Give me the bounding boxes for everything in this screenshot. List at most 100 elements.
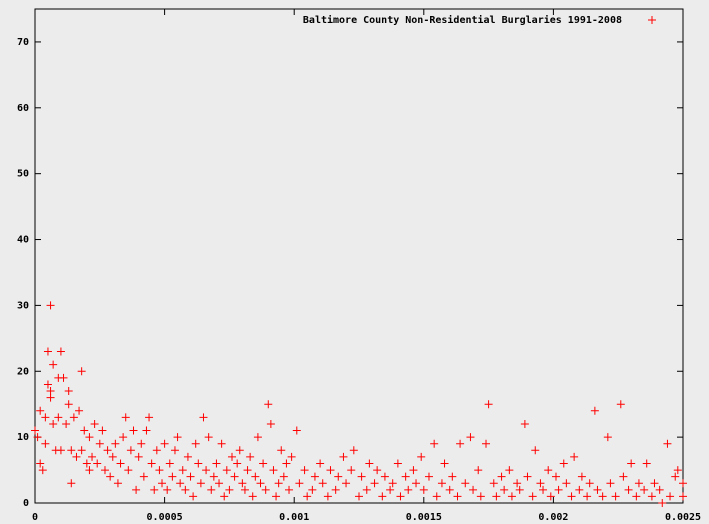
point (134, 452, 143, 461)
point (624, 485, 633, 494)
point (238, 479, 247, 488)
point (64, 387, 73, 396)
y-tick-label: 10 (17, 432, 29, 443)
point (666, 492, 675, 501)
point (41, 413, 50, 422)
point (673, 466, 682, 475)
point (165, 459, 174, 468)
point (466, 433, 475, 442)
point (396, 492, 405, 501)
point (137, 439, 146, 448)
point (95, 439, 104, 448)
point (217, 439, 226, 448)
point (318, 479, 327, 488)
point (266, 419, 275, 428)
point (285, 485, 294, 494)
point (215, 479, 224, 488)
point (679, 479, 687, 488)
point (419, 485, 428, 494)
point (129, 426, 138, 435)
point (183, 452, 192, 461)
point (155, 466, 164, 475)
point (507, 492, 516, 501)
x-tick-label: 0.0015 (406, 512, 442, 523)
point (38, 466, 47, 475)
point (69, 413, 78, 422)
point (82, 459, 91, 468)
point (88, 452, 97, 461)
point (520, 419, 529, 428)
point (658, 499, 667, 507)
point (606, 479, 615, 488)
point (139, 472, 148, 481)
point (36, 406, 45, 415)
point (365, 459, 374, 468)
point (349, 446, 358, 455)
point (531, 446, 540, 455)
point (202, 466, 211, 475)
x-tick-label: 0.002 (538, 512, 568, 523)
point (256, 479, 265, 488)
point (207, 485, 216, 494)
point (160, 439, 169, 448)
point (409, 466, 418, 475)
point (142, 426, 151, 435)
point (424, 472, 433, 481)
point (523, 472, 532, 481)
y-tick-label: 20 (17, 366, 29, 377)
point (113, 479, 122, 488)
point (445, 485, 454, 494)
point (124, 466, 133, 475)
point (59, 373, 68, 382)
point (380, 472, 389, 481)
x-tick-label: 0.001 (279, 512, 309, 523)
point (650, 479, 659, 488)
point (56, 347, 65, 356)
point (515, 485, 524, 494)
point (145, 413, 154, 422)
point (316, 459, 325, 468)
point (111, 439, 120, 448)
point (106, 472, 115, 481)
point (191, 439, 200, 448)
point (430, 439, 439, 448)
point (536, 479, 545, 488)
point (323, 492, 332, 501)
point (80, 426, 89, 435)
point (93, 459, 102, 468)
point (603, 433, 612, 442)
point (583, 492, 592, 501)
point (611, 492, 620, 501)
point (85, 466, 94, 475)
point (362, 485, 371, 494)
point (274, 479, 283, 488)
point (461, 479, 470, 488)
point (489, 479, 498, 488)
point (235, 446, 244, 455)
legend-label: Baltimore County Non-Residential Burglar… (303, 14, 622, 26)
point (77, 446, 86, 455)
point (62, 419, 71, 428)
legend-marker (648, 16, 656, 24)
point (505, 466, 514, 475)
point (178, 466, 187, 475)
point (132, 485, 141, 494)
point (46, 301, 55, 310)
point (100, 466, 109, 475)
point (147, 459, 156, 468)
point (619, 472, 628, 481)
point (448, 472, 457, 481)
point (189, 492, 198, 501)
point (326, 466, 335, 475)
point (168, 472, 177, 481)
point (163, 485, 172, 494)
point (49, 419, 58, 428)
point (98, 426, 107, 435)
point (227, 452, 236, 461)
point (64, 400, 73, 409)
point (303, 492, 312, 501)
point (233, 459, 242, 468)
point (259, 459, 268, 468)
point (308, 485, 317, 494)
